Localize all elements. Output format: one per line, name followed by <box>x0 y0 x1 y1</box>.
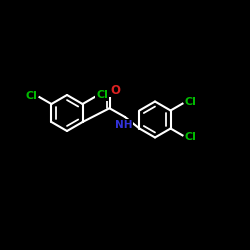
Text: Cl: Cl <box>184 96 196 106</box>
Text: Cl: Cl <box>26 91 38 101</box>
Text: NH: NH <box>115 120 132 130</box>
Text: O: O <box>110 84 120 96</box>
Text: Cl: Cl <box>184 132 196 142</box>
Text: Cl: Cl <box>96 90 108 100</box>
